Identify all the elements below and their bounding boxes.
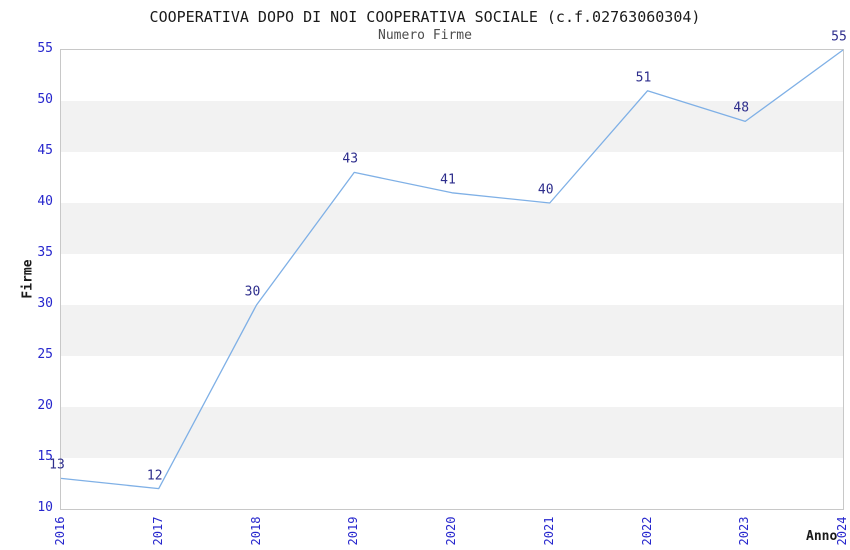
point-label: 30	[244, 284, 261, 300]
x-tick-label: 2020	[444, 516, 458, 546]
y-tick-label: 55	[37, 41, 53, 56]
x-tick-label: 2017	[150, 516, 165, 546]
point-label: 40	[537, 182, 554, 198]
point-label: 12	[146, 468, 163, 484]
y-axis-label: Firme	[20, 259, 36, 299]
y-tick-label: 10	[37, 500, 53, 515]
y-tick-label: 30	[37, 296, 53, 311]
x-axis-label: Anno	[806, 529, 838, 544]
y-tick-label: 25	[37, 347, 53, 362]
plot-area	[60, 49, 844, 510]
x-tick-label: 2023	[737, 516, 752, 546]
point-label: 51	[635, 70, 652, 86]
x-tick-label: 2022	[639, 516, 654, 546]
point-label: 43	[342, 151, 359, 167]
chart-subtitle: Numero Firme	[378, 28, 472, 43]
chart-title: COOPERATIVA DOPO DI NOI COOPERATIVA SOCI…	[149, 8, 701, 26]
point-label: 41	[440, 172, 456, 188]
x-tick-label: 2018	[248, 516, 263, 546]
y-tick-label: 45	[37, 143, 53, 158]
x-tick-label: 2016	[53, 516, 67, 546]
series-line	[60, 49, 844, 490]
x-tick-label: 2021	[541, 516, 556, 546]
y-tick-label: 35	[37, 245, 53, 260]
line-series-svg	[60, 49, 844, 490]
y-tick-label: 20	[37, 398, 53, 413]
point-label: 48	[733, 100, 750, 116]
y-tick-label: 40	[37, 194, 53, 209]
point-label: 55	[831, 29, 847, 45]
x-tick-label: 2019	[346, 516, 361, 546]
y-tick-label: 50	[37, 92, 53, 107]
point-label: 13	[49, 457, 65, 473]
y-tick-label: 15	[37, 449, 53, 464]
